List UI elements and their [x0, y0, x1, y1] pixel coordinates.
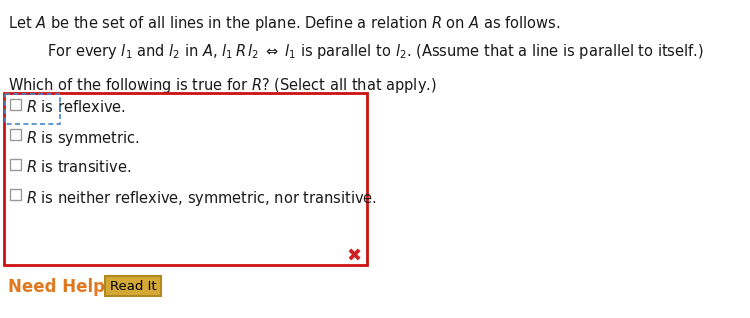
Text: $R$ is neither reflexive, symmetric, nor transitive.: $R$ is neither reflexive, symmetric, nor…: [26, 189, 377, 208]
Text: Let $A$ be the set of all lines in the plane. Define a relation $R$ on $A$ as fo: Let $A$ be the set of all lines in the p…: [8, 14, 560, 33]
Text: Read It: Read It: [110, 280, 156, 294]
Text: Which of the following is true for $R$? (Select all that apply.): Which of the following is true for $R$? …: [8, 76, 436, 95]
FancyBboxPatch shape: [105, 276, 161, 296]
Bar: [10, 129, 21, 140]
Bar: [10, 159, 21, 170]
Bar: [10, 189, 21, 200]
Text: $R$ is symmetric.: $R$ is symmetric.: [26, 129, 140, 148]
Bar: [4, 93, 367, 265]
Text: $R$ is transitive.: $R$ is transitive.: [26, 159, 131, 175]
Bar: [10, 99, 21, 110]
Text: For every $l_1$ and $l_2$ in $A$, $l_1\,R\,l_2 \;\Leftrightarrow\; l_1$ is paral: For every $l_1$ and $l_2$ in $A$, $l_1\,…: [46, 42, 703, 61]
Bar: [5, 94, 60, 124]
Text: ✖: ✖: [346, 248, 362, 266]
Text: $R$ is reflexive.: $R$ is reflexive.: [26, 99, 126, 115]
Text: Need Help?: Need Help?: [8, 278, 115, 296]
